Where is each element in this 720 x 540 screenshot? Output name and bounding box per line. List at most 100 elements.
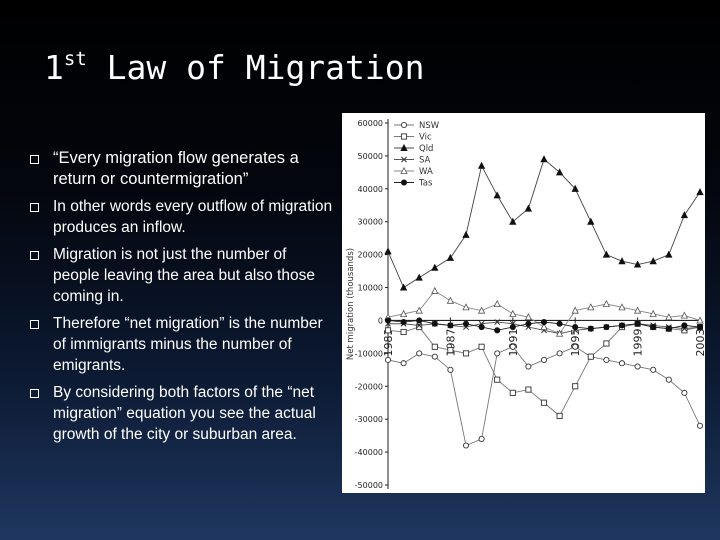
data-point-qld xyxy=(477,161,486,169)
legend-marker-sa xyxy=(401,156,407,163)
square-bullet-icon xyxy=(30,203,39,212)
data-point-tas xyxy=(462,320,470,327)
bullet-item: “Every migration flow generates a return… xyxy=(30,148,335,190)
data-point-qld xyxy=(571,184,579,192)
data-point-wa xyxy=(602,299,611,308)
data-point-nsw xyxy=(556,350,563,357)
data-point-qld xyxy=(462,230,470,238)
data-point-tas xyxy=(400,319,407,326)
data-point-wa xyxy=(509,309,517,317)
data-point-vic xyxy=(416,323,423,331)
data-point-wa xyxy=(462,303,470,311)
data-point-vic xyxy=(431,343,438,350)
data-point-nsw xyxy=(540,356,548,363)
x-tick-label: 1995 xyxy=(569,328,582,356)
data-point-nsw xyxy=(696,422,704,429)
data-point-tas xyxy=(665,325,672,332)
data-point-vic xyxy=(556,412,563,419)
data-point-tas xyxy=(650,323,657,331)
data-point-tas xyxy=(431,320,438,327)
data-point-wa xyxy=(555,329,564,337)
legend-marker-vic xyxy=(400,133,408,140)
data-point-tas xyxy=(587,325,594,332)
data-point-tas xyxy=(618,322,626,329)
data-point-tas xyxy=(603,323,610,331)
y-tick-label: 0 xyxy=(378,316,383,325)
slide-title: 1st Law of Migration xyxy=(44,48,425,87)
bullet-item: Migration is not just the number of peop… xyxy=(30,244,335,307)
data-point-vic xyxy=(478,343,485,350)
data-point-wa xyxy=(477,306,486,314)
legend-label-vic: Vic xyxy=(419,133,432,143)
square-bullet-icon xyxy=(30,320,39,329)
data-point-wa xyxy=(431,286,439,294)
data-point-nsw xyxy=(525,363,532,370)
legend-label-wa: WA xyxy=(419,167,433,177)
data-point-vic xyxy=(509,389,516,396)
data-point-vic xyxy=(384,327,392,334)
legend-label-nsw: NSW xyxy=(419,121,440,131)
data-point-vic xyxy=(494,376,501,383)
data-point-wa xyxy=(399,309,408,317)
legend-marker-tas xyxy=(400,179,408,186)
y-tick-label: 50000 xyxy=(358,152,383,161)
data-point-nsw xyxy=(416,350,423,357)
data-point-qld xyxy=(431,263,439,271)
data-point-qld xyxy=(618,257,626,265)
data-point-qld xyxy=(696,188,704,196)
y-tick-label: -40000 xyxy=(355,448,383,457)
data-point-nsw xyxy=(509,343,516,350)
data-point-wa xyxy=(696,316,704,324)
data-point-vic xyxy=(572,383,579,390)
data-point-wa xyxy=(446,296,455,304)
data-point-wa xyxy=(618,303,626,311)
data-point-vic xyxy=(540,399,548,406)
legend-marker-qld xyxy=(400,143,408,151)
data-point-vic xyxy=(400,328,407,336)
data-point-vic xyxy=(447,347,454,354)
data-point-nsw xyxy=(681,389,688,396)
data-point-tas xyxy=(447,322,454,329)
y-axis-label: Net migration (thousands) xyxy=(346,248,356,360)
data-point-sa xyxy=(416,322,423,329)
data-point-tas xyxy=(634,320,641,327)
data-point-nsw xyxy=(665,376,672,383)
y-tick-label: 60000 xyxy=(358,119,383,128)
bullet-item: In other words every outflow of migratio… xyxy=(30,196,335,238)
data-point-qld xyxy=(540,155,548,163)
data-point-vic xyxy=(462,350,470,357)
y-tick-label: 30000 xyxy=(358,218,383,227)
net-migration-chart: 60000 50000 40000 30000 20000 10000 0 -10000 -20… xyxy=(342,113,707,493)
data-point-qld xyxy=(509,217,517,225)
data-point-nsw xyxy=(618,360,626,367)
data-point-vic xyxy=(525,386,532,393)
bullet-item: By considering both factors of the “net … xyxy=(30,382,335,445)
data-point-tas xyxy=(556,320,563,327)
data-point-vic xyxy=(587,353,594,360)
data-point-qld xyxy=(587,217,595,225)
data-point-tas xyxy=(681,322,688,329)
data-point-tas xyxy=(525,320,532,327)
data-point-nsw xyxy=(400,360,407,367)
data-point-tas xyxy=(384,317,392,324)
x-tick-label: 1999 xyxy=(632,328,645,356)
data-point-qld xyxy=(384,247,392,255)
data-point-wa xyxy=(680,311,689,319)
data-point-nsw xyxy=(603,356,610,363)
data-point-wa xyxy=(524,313,533,321)
y-tick-label: 10000 xyxy=(358,284,383,293)
square-bullet-icon xyxy=(30,251,39,260)
data-point-qld xyxy=(446,253,455,261)
square-bullet-icon xyxy=(30,155,39,164)
legend-label-qld: Qld xyxy=(419,144,433,154)
legend-label-tas: Tas xyxy=(418,179,433,189)
legend-marker-wa xyxy=(400,166,408,174)
data-point-nsw xyxy=(447,366,454,373)
y-tick-label: 40000 xyxy=(358,185,383,194)
data-point-tas xyxy=(540,319,548,326)
data-point-wa xyxy=(571,306,579,314)
data-point-qld xyxy=(665,250,673,258)
data-point-wa xyxy=(649,309,657,317)
data-point-wa xyxy=(415,306,423,314)
data-point-wa xyxy=(665,313,673,321)
